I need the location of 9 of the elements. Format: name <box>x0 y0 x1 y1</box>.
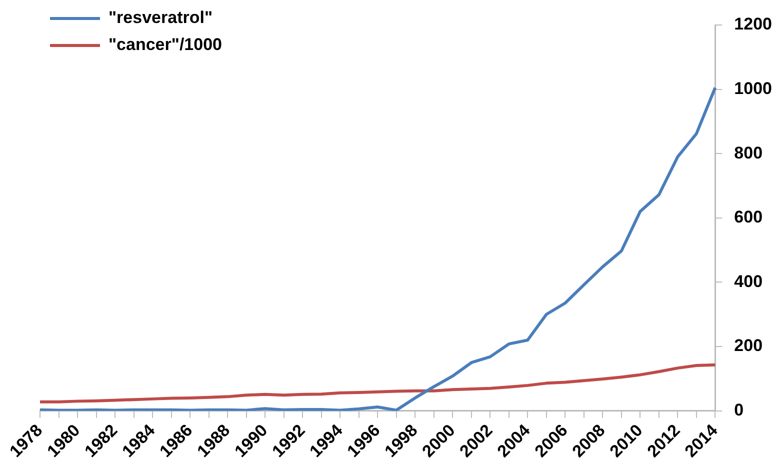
y-tick-label: 400 <box>734 272 763 291</box>
y-tick-label: 1200 <box>734 14 772 34</box>
y-tick-label: 200 <box>734 336 763 356</box>
y-tick-label: 600 <box>734 208 763 227</box>
y-tick-label: 0 <box>734 400 744 420</box>
legend-label: "resveratrol" <box>108 8 213 28</box>
y-tick-label: 1000 <box>734 78 772 98</box>
y-tick-label: 800 <box>734 143 763 162</box>
legend-label: "cancer"/1000 <box>108 35 222 54</box>
